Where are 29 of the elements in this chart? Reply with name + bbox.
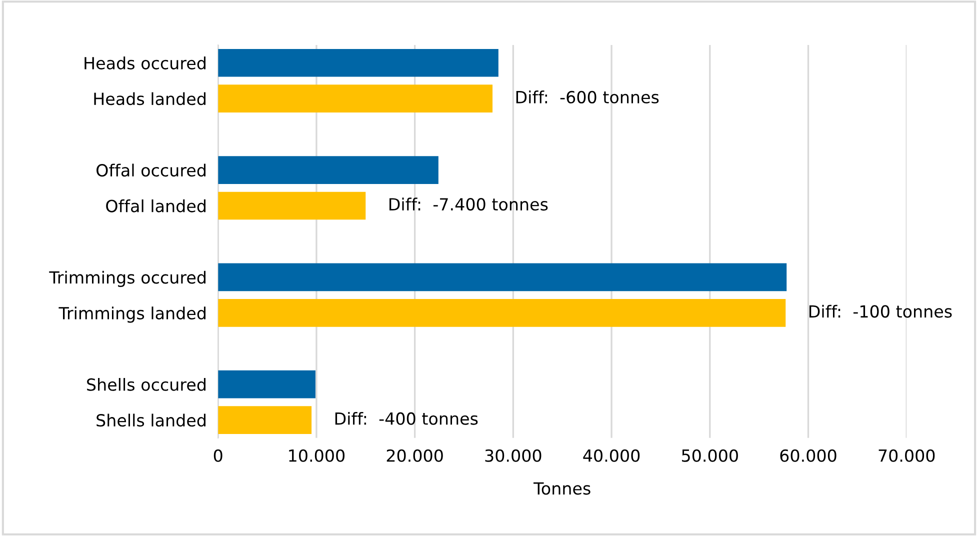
annotation: Diff: -400 tonnes [335, 412, 478, 425]
bar [218, 48, 498, 77]
y-tick-label: Trimmings occured [49, 270, 206, 287]
x-tick-label: 70.000 [878, 449, 935, 462]
bar [218, 406, 312, 434]
y-tick-label: Shells occured [87, 378, 206, 391]
x-tick-label: 20.000 [386, 449, 443, 462]
bar [218, 192, 366, 220]
x-tick-label: 60.000 [780, 449, 836, 462]
y-tick-label: Heads occured [84, 56, 206, 70]
bar [218, 263, 787, 292]
bar [218, 298, 786, 327]
annotation: Diff: -600 tonnes [516, 90, 659, 104]
bar [218, 84, 493, 113]
y-tick-label: Shells landed [96, 414, 206, 427]
x-axis-title: Tonnes [533, 482, 590, 495]
bar [218, 156, 438, 184]
annotation: Diff: -100 tonnes [809, 304, 952, 318]
y-tick-label: Heads landed [94, 92, 206, 106]
y-tick-label: Offal landed [106, 199, 206, 212]
x-tick-label: 0 [214, 449, 222, 462]
y-tick-label: Trimmings landed [58, 306, 206, 323]
x-tick-label: 30.000 [485, 449, 542, 462]
x-tick-label: 50.000 [682, 449, 738, 462]
x-tick-label: 10.000 [289, 449, 345, 462]
bar [218, 370, 316, 398]
y-tick-label: Offal occured [96, 164, 206, 177]
x-tick-label: 40.000 [583, 449, 640, 462]
annotation: Diff: -7.400 tonnes [389, 198, 548, 211]
